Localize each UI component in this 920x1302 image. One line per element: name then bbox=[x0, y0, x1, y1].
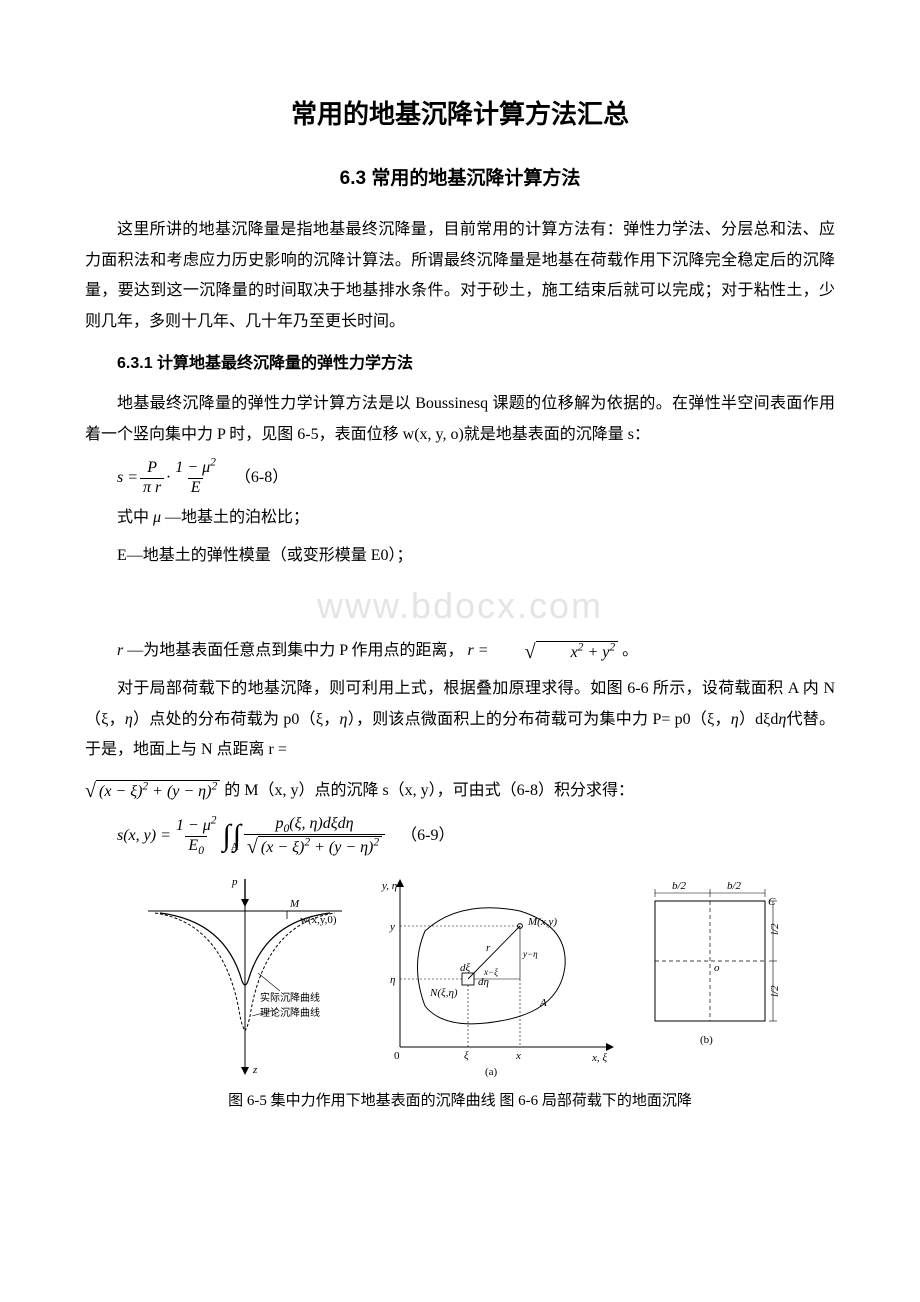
eq68-f2-den: E bbox=[188, 478, 204, 497]
fig66a-xaxis: x, ξ bbox=[591, 1052, 607, 1064]
fig66a-sub: (a) bbox=[485, 1066, 498, 1078]
eq69-inner-den: √ (x − ξ)2 + (y − η)2 bbox=[244, 834, 385, 857]
fig66a-N: N(ξ,η) bbox=[429, 987, 458, 999]
fig65-theory: 理论沉降曲线 bbox=[260, 1006, 320, 1019]
title-main: 常用的地基沉降计算方法汇总 bbox=[85, 90, 835, 139]
fig66a-r: r bbox=[486, 942, 491, 954]
eq69-lhs: s(x, y) = bbox=[117, 821, 171, 851]
eq69-integral: ∫A ∫ p0(ξ, η)dξdη √ (x − ξ)2 + (y − η)2 bbox=[221, 816, 387, 857]
fig65-p: p bbox=[231, 876, 238, 888]
eq68-f1-den: π r bbox=[140, 478, 164, 497]
sym-mu-line: 式中 μ —地基土的泊松比； bbox=[85, 503, 835, 533]
sqrt-big: √ (x − ξ)2 + (y − η)2 bbox=[85, 780, 220, 801]
eq69-inner-num: p0(ξ, η)dξdη bbox=[273, 816, 357, 834]
fig66a-yminet: y−η bbox=[522, 949, 538, 959]
sym-r-eq-lhs: r = bbox=[468, 642, 489, 659]
equation-6-9: s(x, y) = 1 − μ2 E0 ∫A ∫ p0(ξ, η)dξdη √ … bbox=[117, 816, 835, 857]
equation-6-8: s = P π r · 1 − μ2 E （6-8） bbox=[117, 460, 835, 497]
eq69-outer-frac: 1 − μ2 E0 bbox=[173, 818, 220, 855]
fig65-M: M bbox=[289, 898, 300, 910]
figure-6-6b: b/2 b/2 l/2 l/2 o C (b) bbox=[630, 871, 790, 1081]
fig66b-l2-1: l/2 bbox=[769, 923, 781, 935]
sym-r-mid: —为地基表面任意点到集中力 P 作用点的距离， bbox=[123, 642, 463, 659]
fig66a-A: A bbox=[539, 997, 547, 1009]
fig65-actual: 实际沉降曲线 bbox=[260, 991, 320, 1004]
intro-paragraph: 这里所讲的地基沉降量是指地基最终沉降量，目前常用的计算方法有：弹性力学法、分层总… bbox=[85, 215, 835, 337]
figures-row: z p M w(x,y,0) 实际沉降曲线 理论沉降曲线 y, η x, ξ 0… bbox=[85, 871, 835, 1081]
paragraph-631-1: 地基最终沉降量的弹性力学计算方法是以 Boussinesq 课题的位移解为依据的… bbox=[85, 389, 835, 450]
eq69-outer-num: 1 − μ2 bbox=[173, 818, 220, 836]
fig66a-origin: 0 bbox=[394, 1050, 400, 1062]
sym-mu-var: μ bbox=[153, 509, 161, 526]
fig66a-xminxi: x−ξ bbox=[483, 967, 498, 977]
eq68-number: （6-8） bbox=[235, 463, 288, 493]
fig66b-sub: (b) bbox=[700, 1034, 713, 1046]
sym-mu-pre: 式中 bbox=[117, 509, 153, 526]
paragraph-overlay: 对于局部荷载下的地基沉降，则可利用上式，根据叠加原理求得。如图 6-6 所示，设… bbox=[85, 674, 835, 765]
fig66b-l2-2: l/2 bbox=[769, 985, 781, 997]
eq68-frac2: 1 − μ2 E bbox=[172, 460, 219, 497]
fig66a-xi: ξ bbox=[464, 1050, 469, 1062]
integral-sign-2: ∫ bbox=[233, 821, 241, 851]
eq68-dot: · bbox=[166, 463, 170, 493]
fig65-w: w(x,y,0) bbox=[300, 914, 337, 926]
sym-r-line: r —为地基表面任意点到集中力 P 作用点的距离， r = √ x2 + y2 … bbox=[85, 636, 835, 666]
eq69-number: （6-9） bbox=[401, 821, 454, 851]
eq68-f1-num: P bbox=[144, 460, 160, 478]
fig66b-b2-1: b/2 bbox=[672, 880, 687, 892]
paragraph-overlay-line2: √ (x − ξ)2 + (y − η)2 的 M（x, y）点的沉降 s（x,… bbox=[85, 776, 835, 806]
figure-6-6a: y, η x, ξ 0 A M(x,y) N(ξ,η) r dξ dη x−ξ … bbox=[370, 871, 620, 1081]
eq69-outer-den: E0 bbox=[185, 836, 207, 855]
eq68-lhs: s = bbox=[117, 463, 138, 493]
figure-caption: 图 6-5 集中力作用下地基表面的沉降曲线 图 6-6 局部荷载下的地面沉降 bbox=[85, 1087, 835, 1116]
watermark: www.bdocx.com bbox=[85, 572, 835, 640]
fig66b-C: C bbox=[768, 896, 776, 908]
fig66a-M: M(x,y) bbox=[527, 916, 557, 928]
sym-r-tail: 。 bbox=[622, 642, 638, 659]
svg-text:η: η bbox=[390, 974, 395, 986]
fig66a-dxi: dξ bbox=[460, 962, 471, 974]
fig66b-b2-2: b/2 bbox=[727, 880, 742, 892]
title-sub: 6.3 常用的地基沉降计算方法 bbox=[85, 161, 835, 197]
watermark-text: www.bdocx.com bbox=[317, 585, 603, 626]
eq68-f2-num: 1 − μ2 bbox=[172, 460, 219, 478]
sym-r-sqrt: √ x2 + y2 bbox=[493, 641, 619, 662]
figure-6-5: z p M w(x,y,0) 实际沉降曲线 理论沉降曲线 bbox=[130, 871, 360, 1081]
fig66a-x: x bbox=[515, 1050, 521, 1062]
integral-sign-1: ∫A bbox=[222, 821, 230, 851]
fig66a-deta: dη bbox=[478, 976, 489, 988]
sym-mu-post: —地基土的泊松比； bbox=[161, 509, 309, 526]
fig65-z: z bbox=[252, 1064, 258, 1076]
sym-E-line: E—地基土的弹性模量（或变形模量 E0）； bbox=[85, 541, 835, 571]
fig66b-O: o bbox=[714, 962, 720, 974]
eq68-frac1: P π r bbox=[140, 460, 164, 497]
eq69-inner-frac: p0(ξ, η)dξdη √ (x − ξ)2 + (y − η)2 bbox=[244, 816, 385, 857]
svg-text:y: y bbox=[389, 921, 395, 933]
fig66a-yeta: y, η bbox=[381, 880, 397, 892]
heading-6-3-1: 6.3.1 计算地基最终沉降量的弹性力学方法 bbox=[85, 349, 835, 379]
